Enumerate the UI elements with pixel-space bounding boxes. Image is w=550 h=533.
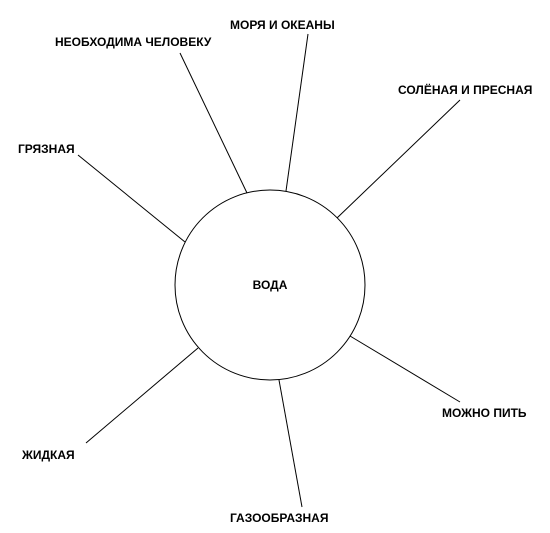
spoke-line-2 <box>337 100 460 218</box>
spoke-label-2: СОЛЁНАЯ И ПРЕСНАЯ <box>398 83 532 97</box>
spoke-label-3: ГРЯЗНАЯ <box>18 142 75 156</box>
spoke-line-4 <box>350 336 460 402</box>
spoke-line-5 <box>86 348 198 443</box>
spoke-label-1: МОРЯ И ОКЕАНЫ <box>230 18 335 32</box>
spoke-line-0 <box>180 53 247 193</box>
mindmap-canvas: ВОДА НЕОБХОДИМА ЧЕЛОВЕКУ МОРЯ И ОКЕАНЫ СОЛЁ… <box>0 0 550 533</box>
spoke-line-3 <box>78 155 185 242</box>
spoke-label-6: ГАЗООБРАЗНАЯ <box>230 511 328 525</box>
spoke-label-0: НЕОБХОДИМА ЧЕЛОВЕКУ <box>55 35 211 49</box>
spoke-label-5: ЖИДКАЯ <box>22 448 75 462</box>
spoke-line-1 <box>286 34 308 191</box>
diagram-svg <box>0 0 550 533</box>
spoke-line-6 <box>279 380 302 507</box>
center-label: ВОДА <box>253 278 288 292</box>
spoke-label-4: МОЖНО ПИТЬ <box>442 406 527 420</box>
